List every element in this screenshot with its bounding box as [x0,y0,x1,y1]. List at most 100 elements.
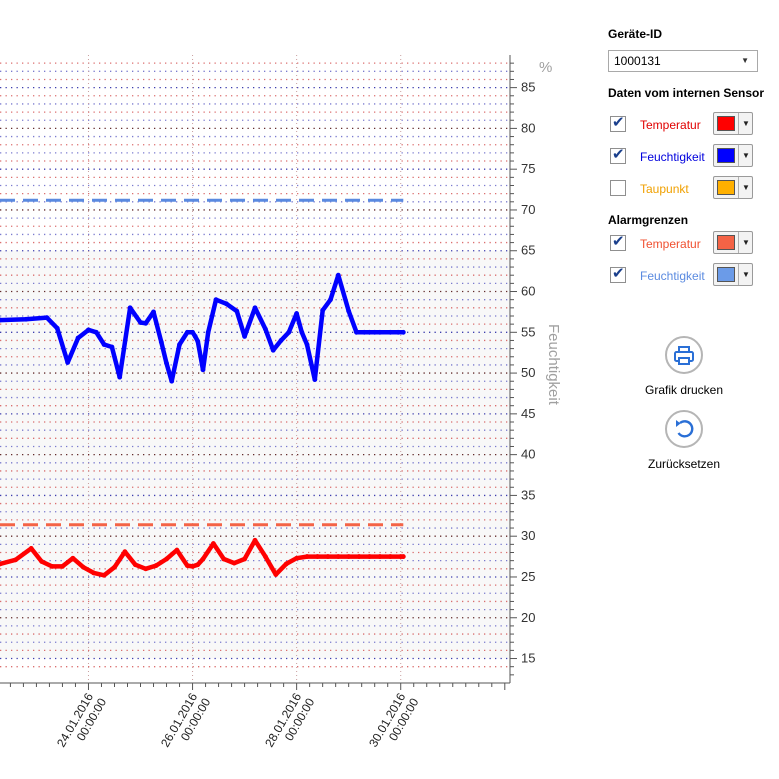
color-swatch [717,116,735,131]
color-picker[interactable]: ▼ [713,263,753,286]
series-checkbox[interactable]: ✔ [610,146,626,164]
data-point [367,329,372,335]
data-point [315,554,320,559]
data-point [109,344,115,350]
checkmark-icon: ✔ [612,265,625,282]
data-point [328,297,333,303]
data-point [252,537,258,543]
y-tick-label: 30 [521,528,535,543]
data-point [210,541,216,546]
data-point [263,326,268,332]
series-row: ✔ Feuchtigkeit ▼ [610,144,755,170]
y-tick-label: 80 [521,120,535,135]
data-point [356,554,362,559]
data-point [223,301,229,307]
sensor-data-heading: Daten vom internen Sensor [608,86,765,100]
color-picker[interactable]: ▼ [713,176,753,199]
color-picker[interactable]: ▼ [713,144,753,167]
series-checkbox[interactable]: ✔ [610,265,626,283]
data-point [158,339,164,345]
series-label: Taupunkt [640,182,689,196]
checkmark-icon: ✔ [612,233,625,250]
data-point [294,311,300,316]
color-swatch [717,267,735,282]
data-point [65,360,71,365]
data-point [213,297,219,303]
data-point [174,547,180,553]
caret-down-icon: ▼ [738,113,753,134]
data-point [270,347,276,353]
y-tick-label: 60 [521,284,535,299]
device-id-select[interactable]: 1000131 ▼ [608,50,758,72]
color-swatch [717,180,735,195]
print-chart-button[interactable] [665,336,703,374]
y-axis-title: Feuchtigkeit [545,324,562,406]
data-point [304,554,310,559]
y-tick-label: 70 [521,202,535,217]
series-label: Feuchtigkeit [640,150,705,164]
data-point [312,377,318,383]
printer-icon [674,346,694,365]
data-point [177,342,182,347]
data-point [221,556,227,562]
data-point [86,327,91,333]
y-axis-unit: % [539,59,552,76]
plot-shade [0,250,510,659]
data-point [184,329,190,335]
data-point [112,564,117,570]
series-checkbox[interactable] [610,180,626,196]
alarm-limits-heading: Alarmgrenzen [608,213,689,227]
data-point [242,333,247,339]
series-checkbox[interactable]: ✔ [610,233,626,251]
data-point [91,570,97,576]
reset-label: Zurücksetzen [647,457,721,471]
reset-button[interactable] [665,410,703,448]
data-point [320,307,326,313]
device-id-heading: Geräte-ID [608,27,663,41]
data-point [299,329,305,335]
data-point [60,563,65,569]
data-point [367,554,372,559]
data-point [304,342,310,347]
data-point [54,325,60,331]
data-point [164,556,169,562]
data-point [395,329,401,335]
series-checkbox[interactable]: ✔ [610,114,626,132]
data-point [387,554,393,559]
caret-down-icon: ▼ [738,145,753,166]
data-point [0,561,3,567]
caret-down-icon: ▼ [738,264,753,285]
data-point [234,308,240,314]
data-point [101,342,107,347]
color-picker[interactable]: ▼ [713,112,753,135]
series-row: ✔ Temperatur ▼ [610,112,755,138]
data-point [143,566,149,572]
y-tick-label: 40 [521,447,535,462]
caret-down-icon: ▼ [741,56,749,65]
data-point [346,308,352,314]
y-tick-label: 50 [521,365,535,380]
data-point [335,554,341,559]
checkmark-icon: ✔ [612,114,625,131]
data-point [117,374,123,380]
y-tick-label: 55 [521,324,535,339]
undo-icon [676,420,694,438]
y-tick-label: 45 [521,406,535,421]
data-point [164,360,169,366]
data-point [75,335,81,341]
series-label: Temperatur [640,237,701,251]
data-point [192,333,198,339]
color-picker[interactable]: ▼ [713,231,753,254]
data-point [205,329,211,335]
data-point [387,329,393,335]
data-point [195,562,201,568]
data-point [273,572,279,577]
y-tick-label: 85 [521,80,535,95]
checkmark-icon: ✔ [612,146,625,163]
data-point [49,563,55,569]
chart: 15 20 25 30 35 40 45 50 55 60 65 70 75 80 85% Feuchtigk… [0,55,562,750]
data-point [252,305,258,311]
data-point [283,561,289,567]
